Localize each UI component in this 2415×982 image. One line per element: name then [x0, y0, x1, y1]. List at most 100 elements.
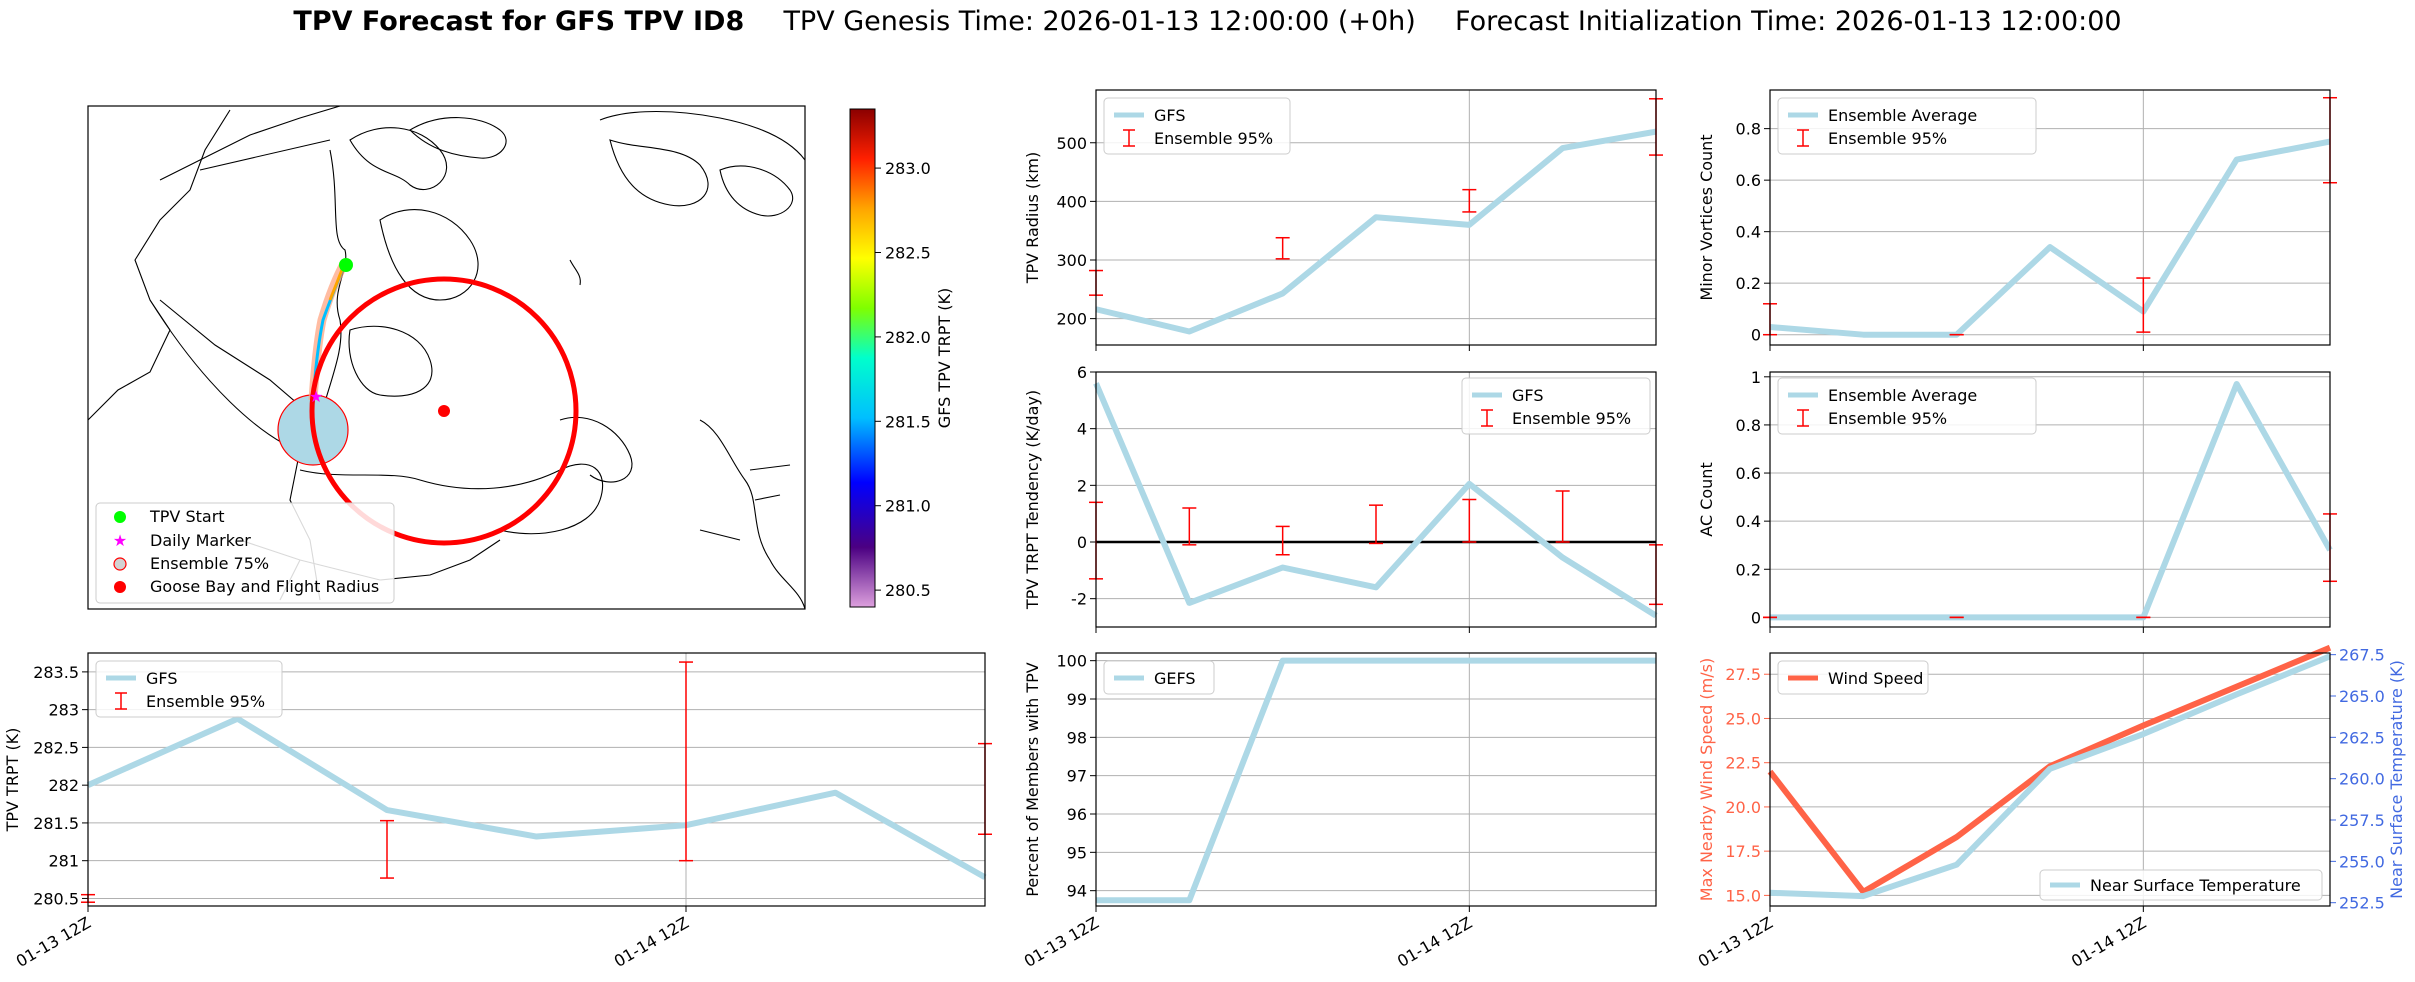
plot-frame — [1769, 652, 2331, 907]
island-path — [409, 117, 507, 159]
y-tick-label: 0.8 — [1736, 120, 1761, 139]
y-tick-label: 200 — [1056, 310, 1087, 329]
y-tick-label: 17.5 — [1725, 842, 1761, 861]
y-tick-label: 0.2 — [1736, 274, 1761, 293]
y-tick-label: 98 — [1067, 728, 1087, 747]
y-tick-label: 0 — [1077, 533, 1087, 552]
coast-path — [319, 149, 347, 421]
chart-wind: 15.0 17.5 20.0 22.5 25.0 27.5 01-13 12Z 01-14 1… — [1695, 644, 2406, 971]
y-tick-label-right: 265.0 — [2339, 687, 2385, 706]
y-tick-label: 280.5 — [33, 889, 79, 908]
coast-path — [559, 416, 633, 483]
x-tick-label: 01-13 12Z — [1021, 913, 1102, 971]
chart-ac: 0 0.2 0.4 0.6 0.8 1 AC Count Ensemble Average En… — [1697, 368, 2337, 633]
legend-box — [1461, 377, 1651, 435]
y-tick-label-right: 262.5 — [2339, 728, 2385, 747]
y-tick-label: 15.0 — [1725, 886, 1761, 905]
legend-ensemble-icon — [113, 557, 127, 571]
y-tick-label: 0.6 — [1736, 464, 1761, 483]
y-tick-label: 0.4 — [1736, 223, 1761, 242]
y-tick-label: 400 — [1056, 192, 1087, 211]
goose-bay-marker — [438, 405, 450, 417]
y-axis-label-right: Near Surface Temperature (K) — [2387, 660, 2406, 899]
y-tick-label: 4 — [1077, 420, 1087, 439]
y-tick-label: 500 — [1056, 134, 1087, 153]
y-tick-label: 1 — [1751, 368, 1761, 387]
plot-frame — [1769, 371, 2331, 628]
y-axis-label: AC Count — [1697, 462, 1716, 536]
y-tick-label-right: 267.5 — [2339, 646, 2385, 665]
colorbar-gradient — [849, 108, 876, 608]
chart-tendency: -2 0 2 4 6 TPV TRPT Tendency (K/day) GFS Ensemb… — [1023, 363, 1663, 633]
map-legend-box — [95, 502, 395, 604]
island-path — [609, 139, 709, 207]
y-tick-label: 281 — [48, 852, 79, 871]
island-path — [349, 127, 448, 191]
y-tick-label-right: 257.5 — [2339, 811, 2385, 830]
colorbar-label: GFS TPV TRPT (K) — [935, 288, 954, 428]
legend-start-icon — [114, 511, 126, 523]
colorbar-ticks: 283.0 282.5 282.0 281.5 281.0 280.5 — [875, 159, 931, 600]
y-tick-label: 300 — [1056, 251, 1087, 270]
y-tick-label: 0.4 — [1736, 512, 1761, 531]
island-path — [569, 259, 581, 286]
coast-path — [88, 109, 231, 421]
y-tick-label: 0 — [1751, 326, 1761, 345]
y-axis-label: TPV Radius (km) — [1023, 152, 1042, 285]
y-tick-label: 0 — [1751, 608, 1761, 627]
colorbar-tick-label: 281.5 — [885, 412, 931, 431]
chart-percent: 94 95 96 97 98 99 100 01-13 12Z 01-14 12Z Percent… — [1021, 652, 1657, 971]
island-path — [719, 165, 793, 217]
flight-radius-circle — [309, 276, 579, 546]
x-tick-label: 01-14 12Z — [1394, 913, 1475, 971]
legend-ensemble-label: Ensemble 75% — [150, 554, 269, 573]
legend-label: Ensemble 95% — [1828, 409, 1947, 428]
legend-box — [1777, 660, 1929, 695]
x-tick-label: 01-14 12Z — [611, 913, 692, 971]
legend-box — [1777, 377, 2037, 435]
legend-label: GFS — [1512, 386, 1543, 405]
legend-box — [1777, 97, 2037, 155]
legend-label: Ensemble Average — [1828, 106, 1977, 125]
legend-goose-label: Goose Bay and Flight Radius — [150, 577, 379, 596]
plot-frame — [1095, 652, 1657, 907]
y-tick-label: 281.5 — [33, 814, 79, 833]
y-tick-label: 0.6 — [1736, 171, 1761, 190]
plot-frame — [87, 652, 986, 907]
legend-label: Ensemble 95% — [1154, 129, 1273, 148]
legend-start-label: TPV Start — [149, 507, 225, 526]
legend-label: Ensemble 95% — [146, 692, 265, 711]
y-tick-label: 94 — [1067, 882, 1087, 901]
y-tick-label: 97 — [1067, 767, 1087, 786]
y-axis-label: Percent of Members with TPV — [1023, 662, 1042, 896]
plot-frame — [1769, 89, 2331, 346]
y-tick-label: 283.5 — [33, 663, 79, 682]
legend-label: GFS — [1154, 106, 1185, 125]
x-tick-label: 01-13 12Z — [13, 913, 94, 971]
colorbar-tick-label: 282.5 — [885, 243, 931, 262]
colorbar-tick-label: 282.0 — [885, 328, 931, 347]
y-tick-label: 27.5 — [1725, 665, 1761, 684]
series-line-ensemble-average — [1770, 381, 2333, 621]
y-tick-label: 20.0 — [1725, 798, 1761, 817]
legend-label: Ensemble 95% — [1828, 129, 1947, 148]
plot-frame — [1095, 371, 1657, 628]
y-tick-label: 6 — [1077, 363, 1087, 382]
y-tick-label: 282.5 — [33, 738, 79, 757]
legend-box — [95, 660, 283, 718]
series-line-gfs — [1095, 128, 1657, 335]
genesis-time: TPV Genesis Time: 2026-01-13 12:00:00 (+… — [783, 6, 1416, 37]
x-tick-label: 01-13 12Z — [1695, 913, 1776, 971]
figure-title: TPV Forecast for GFS TPV ID8 TPV Genesis… — [0, 6, 2415, 37]
y-axis-label: TPV TRPT Tendency (K/day) — [1023, 390, 1042, 610]
legend-label: GEFS — [1154, 669, 1196, 688]
map-legend: TPV Start ★ Daily Marker Ensemble 75% Go… — [95, 502, 395, 604]
series-line-gfs — [1093, 382, 1658, 619]
legend-label: Ensemble Average — [1828, 386, 1977, 405]
y-axis-label: Minor Vortices Count — [1697, 134, 1716, 300]
daily-marker-star: ★ — [309, 387, 323, 406]
legend-label: Wind Speed — [1828, 669, 1923, 688]
plot-frame — [1095, 89, 1657, 346]
